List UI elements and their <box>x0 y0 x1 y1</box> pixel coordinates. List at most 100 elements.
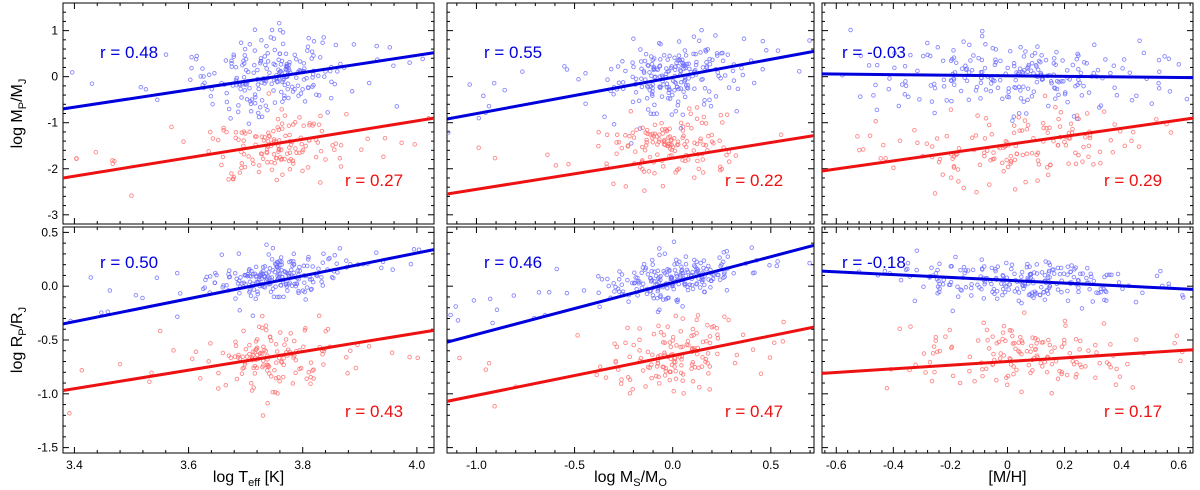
data-point-blue <box>223 58 229 63</box>
data-point-red <box>673 376 679 382</box>
data-point-blue <box>661 269 666 274</box>
data-point-red <box>619 377 624 382</box>
data-point-red <box>694 330 699 336</box>
data-point-red <box>260 156 266 162</box>
data-point-blue <box>749 245 755 250</box>
data-point-blue <box>652 102 657 108</box>
data-point-blue <box>269 257 275 262</box>
data-point-blue <box>1075 82 1080 88</box>
data-point-red <box>663 126 668 132</box>
data-point-red <box>366 344 372 349</box>
data-point-blue <box>251 70 256 75</box>
data-point-blue <box>390 267 395 272</box>
data-point-red <box>241 138 246 143</box>
data-point-blue <box>268 289 274 295</box>
data-point-red <box>239 165 244 171</box>
data-point-red <box>251 385 256 390</box>
data-point-red <box>923 370 928 375</box>
data-point-red <box>1019 389 1024 395</box>
data-point-red <box>936 159 942 165</box>
data-point-blue <box>282 269 287 274</box>
data-point-blue <box>326 256 331 262</box>
data-point-blue <box>693 264 698 269</box>
data-point-red <box>947 327 952 333</box>
data-point-blue <box>1166 56 1172 62</box>
data-point-blue <box>971 53 976 58</box>
data-point-blue <box>670 92 675 98</box>
data-point-blue <box>1092 42 1097 48</box>
data-point-red <box>781 319 786 325</box>
data-point-blue <box>1096 290 1101 296</box>
data-point-red <box>301 123 306 128</box>
data-point-blue <box>690 269 695 275</box>
data-point-blue <box>310 72 316 77</box>
data-point-blue <box>1089 274 1094 280</box>
data-point-blue <box>941 77 947 83</box>
data-point-red <box>260 413 266 418</box>
data-point-blue <box>261 268 266 274</box>
data-point-blue <box>708 285 713 290</box>
data-point-blue <box>979 57 985 63</box>
data-point-red <box>268 374 274 379</box>
data-point-red <box>654 134 660 139</box>
data-point-blue <box>394 104 400 109</box>
data-point-red <box>302 328 308 333</box>
r-label-blue: r = 0.46 <box>484 253 542 272</box>
data-point-blue <box>953 60 959 65</box>
data-point-red <box>715 336 721 341</box>
data-point-blue <box>280 30 286 35</box>
data-point-blue <box>725 52 731 57</box>
data-point-blue <box>325 110 330 115</box>
data-point-red <box>1093 342 1098 348</box>
data-point-blue <box>1031 295 1036 300</box>
data-point-blue <box>690 286 696 292</box>
data-point-red <box>912 127 917 133</box>
y-tick-label: 0.5 <box>41 225 58 239</box>
data-point-red <box>686 342 691 348</box>
r-label-red: r = 0.43 <box>345 402 403 421</box>
data-point-blue <box>177 291 183 296</box>
data-point-red <box>265 160 270 165</box>
data-point-blue <box>978 96 983 101</box>
data-point-red <box>323 157 328 162</box>
data-point-red <box>208 341 213 346</box>
data-point-blue <box>255 67 260 73</box>
data-point-blue <box>667 96 673 101</box>
data-point-blue <box>242 46 248 52</box>
data-point-blue <box>683 261 689 267</box>
data-point-red <box>662 373 668 378</box>
data-point-red <box>1178 358 1183 364</box>
data-point-blue <box>311 39 317 44</box>
data-point-blue <box>653 74 658 80</box>
data-point-red <box>983 116 989 121</box>
data-point-red <box>1086 143 1092 149</box>
data-point-red <box>642 147 648 153</box>
data-point-red <box>984 327 990 333</box>
data-point-blue <box>992 62 998 68</box>
data-point-red <box>233 339 238 345</box>
data-point-red <box>257 163 262 168</box>
data-point-blue <box>487 296 493 302</box>
data-point-blue <box>946 282 952 288</box>
data-point-blue <box>1025 97 1030 103</box>
data-point-blue <box>251 287 257 292</box>
data-point-red <box>259 151 265 157</box>
data-point-blue <box>978 80 984 86</box>
data-point-blue <box>616 289 622 294</box>
data-point-blue <box>289 84 295 90</box>
data-point-blue <box>639 66 644 72</box>
data-point-blue <box>935 267 940 273</box>
data-point-red <box>655 152 660 157</box>
data-point-blue <box>631 281 637 286</box>
data-point-red <box>1117 374 1123 379</box>
data-point-red <box>256 169 262 175</box>
data-point-red <box>1005 382 1010 388</box>
data-point-blue <box>675 99 681 104</box>
r-label-blue: r = 0.48 <box>100 43 158 62</box>
y-axis-label-bottom: log RP/RJ <box>9 307 29 373</box>
data-point-red <box>1048 162 1053 167</box>
data-point-blue <box>247 266 252 272</box>
data-point-red <box>251 161 256 166</box>
data-point-blue <box>583 101 588 106</box>
data-point-red <box>975 113 980 118</box>
